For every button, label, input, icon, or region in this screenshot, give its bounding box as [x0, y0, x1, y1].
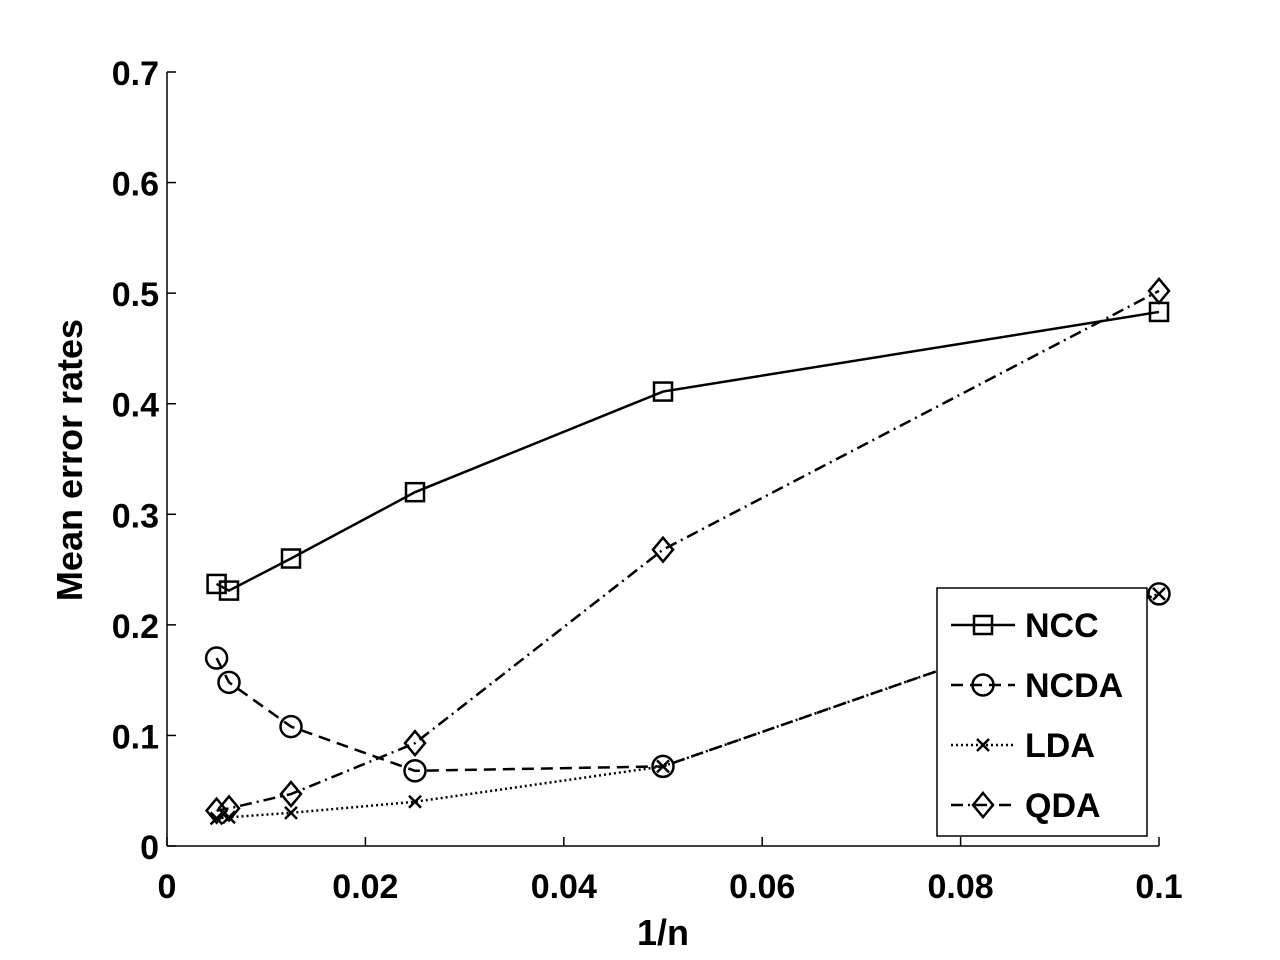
ncda-line — [215, 592, 1160, 773]
ncc-point — [280, 548, 302, 569]
y-tick-label: 0.6 — [112, 166, 159, 204]
y-tick-label: 0.5 — [112, 276, 159, 314]
lda-point — [656, 759, 670, 774]
x-tick-label: 0.04 — [531, 868, 597, 906]
y-tick-label: 0 — [140, 829, 159, 867]
ncda-point — [1147, 582, 1171, 606]
legend-label-ncda: NCDA — [1025, 667, 1123, 705]
ncda-point — [403, 759, 427, 783]
ncc-point — [206, 573, 227, 595]
qda-point — [217, 794, 241, 823]
legend-label-ncc: NCC — [1025, 607, 1099, 645]
legend-marker-qda — [971, 791, 995, 819]
x-tick-label: 0 — [158, 868, 177, 906]
legend-item-lda: LDA — [951, 727, 1095, 765]
ncc-point — [652, 381, 674, 402]
y-tick-label: 0.4 — [112, 387, 159, 425]
legend-box — [936, 587, 1148, 837]
legend-marker-ncda — [971, 673, 995, 697]
qda-line — [216, 289, 1160, 812]
legend-marker-lda — [976, 738, 990, 752]
ncda-point — [217, 670, 241, 695]
x-tick-label: 0.06 — [729, 868, 795, 906]
y-tick-label: 0.3 — [112, 497, 159, 535]
ncc-line — [216, 310, 1160, 592]
lda-point — [284, 805, 298, 820]
series-ncda — [204, 582, 1171, 783]
axes: 0 0.02 0.04 0.06 0.08 0.1 0 0.1 0.2 0.3 0.4 0.5 0.6 0… — [112, 55, 1183, 906]
y-tick-label: 0.2 — [112, 608, 159, 646]
x-tick-label: 0.02 — [332, 868, 398, 906]
lda-point — [1152, 587, 1166, 601]
qda-point — [1147, 276, 1171, 305]
qda-point — [651, 535, 675, 564]
x-axis-label: 1/n — [637, 912, 689, 953]
legend-item-qda: QDA — [951, 787, 1101, 825]
ncda-point — [279, 714, 303, 739]
qda-point — [279, 780, 303, 808]
y-axis-label: Mean error rates — [49, 319, 90, 601]
legend-label-lda: LDA — [1025, 727, 1095, 765]
x-tick-label: 0.1 — [1135, 868, 1182, 906]
ncc-point — [218, 580, 240, 601]
ncda-point — [204, 646, 229, 670]
series-layer — [204, 276, 1171, 826]
lda-point — [209, 811, 224, 826]
y-tick-label: 0.7 — [112, 55, 159, 93]
x-tick-label: 0.08 — [928, 868, 994, 906]
legend-item-ncda: NCDA — [951, 667, 1123, 705]
legend-marker-ncc — [972, 614, 994, 636]
series-ncc — [206, 301, 1170, 601]
y-tick-label: 0.1 — [112, 718, 159, 756]
legend-label-qda: QDA — [1025, 787, 1101, 825]
qda-point — [403, 729, 427, 758]
legend-item-ncc: NCC — [951, 607, 1099, 645]
ncc-point — [404, 481, 426, 503]
series-qda — [204, 276, 1171, 825]
lda-point — [408, 794, 422, 809]
qda-point — [204, 796, 229, 825]
ncda-point — [651, 754, 675, 779]
legend: NCC NCDA LDA QDA — [936, 587, 1148, 837]
